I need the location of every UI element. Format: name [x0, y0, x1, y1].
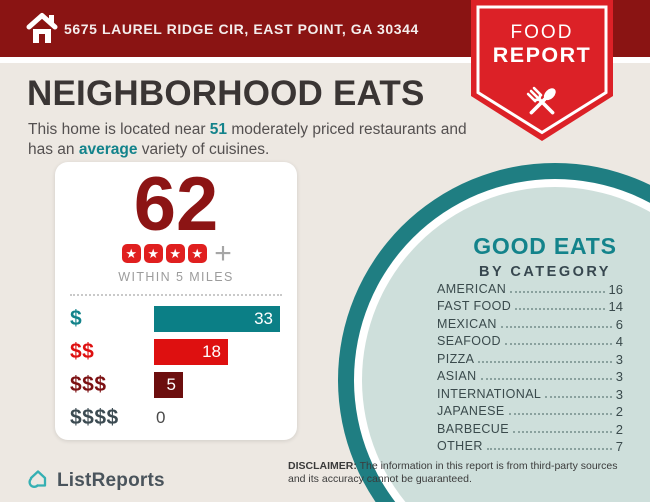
dotted-leader — [504, 343, 612, 345]
good-eats-title: GOOD EATS — [473, 233, 617, 259]
brand-name: ListReports — [57, 469, 165, 491]
plus-icon: + — [214, 236, 232, 270]
category-value: 3 — [615, 386, 623, 402]
dotted-leader — [480, 378, 612, 380]
bar-track: 33 — [154, 305, 281, 332]
dotted-leader — [510, 290, 605, 293]
dotted-leader — [500, 325, 612, 328]
category-value: 3 — [615, 351, 623, 367]
category-row: PIZZA 3 — [437, 349, 623, 367]
star-icon: ★ — [187, 243, 207, 263]
star-icon: ★ — [165, 243, 185, 263]
star-icon: ★ — [143, 243, 163, 263]
dotted-leader — [512, 430, 612, 433]
star-rating: ★ ★ ★ ★ + — [55, 236, 297, 270]
category-value: 7 — [615, 439, 623, 454]
dotted-leader — [515, 308, 605, 310]
category-label: FAST FOOD — [437, 299, 512, 313]
food-report-badge: FOOD REPORT — [471, 0, 613, 146]
price-tier-label: $ — [70, 306, 83, 330]
stars: ★ ★ ★ ★ — [120, 243, 208, 263]
summary-text: This home is located near — [28, 121, 210, 138]
price-tier-row: $$$ 5 — [70, 371, 281, 399]
category-row: MEXICAN 6 — [437, 314, 623, 332]
header-divider — [0, 57, 650, 63]
restaurant-score: 62 — [133, 162, 219, 247]
price-tier-label: $$$ — [70, 372, 107, 396]
bar-track: 00 — [154, 405, 281, 431]
star-icon: ★ — [121, 243, 141, 263]
disclaimer: DISCLAIMER: The information in this repo… — [288, 460, 628, 485]
summary-text: variety of cuisines. — [137, 141, 270, 158]
dotted-leader — [545, 395, 612, 398]
disclaimer-text: The information in this report is from t… — [288, 460, 618, 485]
category-row: JAPANESE 2 — [437, 402, 623, 419]
category-label: SEAFOOD — [437, 334, 501, 348]
category-label: ASIAN — [437, 369, 477, 383]
bar: 33 — [154, 305, 280, 332]
category-row: SEAFOOD 4 — [437, 332, 623, 349]
summary-text: moderately priced restaurants and — [227, 121, 467, 138]
category-row: BARBECUE 2 — [437, 419, 623, 437]
page-title: NEIGHBORHOOD EATS — [27, 74, 425, 113]
category-value: 2 — [615, 404, 623, 419]
category-value: 2 — [615, 421, 623, 437]
radius-caption: WITHIN 5 MILES — [118, 269, 234, 284]
listreports-logo-icon — [26, 466, 50, 495]
badge-line1: FOOD — [511, 22, 574, 43]
bar-value: 33 — [254, 308, 273, 328]
category-label: PIZZA — [437, 351, 475, 366]
variety-rating: average — [78, 141, 138, 158]
utensils-icon — [526, 86, 556, 115]
price-tier-row: $$$$ 00 — [70, 404, 281, 432]
bar-value: 18 — [202, 341, 221, 361]
bar-track: 5 — [154, 371, 281, 398]
good-eats-subtitle: BY CATEGORY — [479, 264, 611, 280]
disclaimer-label: DISCLAIMER: — [288, 460, 357, 472]
price-tier-row: $$ 18 — [70, 338, 281, 366]
price-tier-label: $$ — [70, 339, 95, 363]
bar: 18 — [154, 338, 228, 365]
report-summary: This home is located near 51 moderately … — [28, 120, 473, 160]
badge-line2: REPORT — [493, 43, 592, 67]
bar-value-zero: 0 — [156, 407, 166, 427]
category-label: AMERICAN — [437, 281, 507, 296]
score-card: 62 ★ ★ ★ ★ + WITHIN 5 MILES $ 33 $$ 18 $$$ … — [55, 162, 297, 440]
restaurant-count: 51 — [209, 121, 228, 138]
summary-text: has an — [28, 141, 79, 158]
listreports-brand: ListReports — [26, 466, 165, 495]
bar-value: 5 — [166, 374, 176, 394]
dotted-divider — [70, 293, 282, 296]
category-label: JAPANESE — [437, 404, 505, 418]
bar-track: 18 — [154, 338, 281, 365]
category-row: INTERNATIONAL 3 — [437, 384, 623, 402]
category-value: 6 — [615, 316, 623, 332]
house-icon — [26, 12, 58, 50]
category-list: AMERICAN 16 FAST FOOD 14 MEXICAN 6 SEAFOOD 4… — [437, 279, 623, 455]
price-tier-row: $ 33 — [70, 305, 281, 333]
price-tier-label: $$$$ — [70, 405, 119, 429]
category-label: MEXICAN — [437, 316, 497, 331]
dotted-leader — [478, 360, 612, 363]
category-row: OTHER 7 — [437, 437, 623, 454]
category-label: INTERNATIONAL — [437, 386, 542, 401]
category-value: 3 — [615, 369, 623, 384]
category-value: 14 — [608, 299, 623, 314]
category-label: OTHER — [437, 439, 483, 453]
bar: 5 — [154, 371, 183, 398]
dotted-leader — [508, 413, 612, 415]
good-eats-header: GOOD EATS BY CATEGORY — [425, 233, 650, 280]
price-tier-chart: $ 33 $$ 18 $$$ 5 $$$$ 00 — [55, 305, 297, 432]
category-value: 16 — [608, 281, 623, 297]
property-address: 5675 LAUREL RIDGE CIR, EAST POINT, GA 30… — [64, 20, 419, 37]
category-row: FAST FOOD 14 — [437, 297, 623, 314]
dotted-leader — [486, 448, 612, 450]
category-row: AMERICAN 16 — [437, 279, 623, 297]
category-value: 4 — [615, 334, 623, 349]
category-row: ASIAN 3 — [437, 367, 623, 384]
category-label: BARBECUE — [437, 421, 509, 436]
